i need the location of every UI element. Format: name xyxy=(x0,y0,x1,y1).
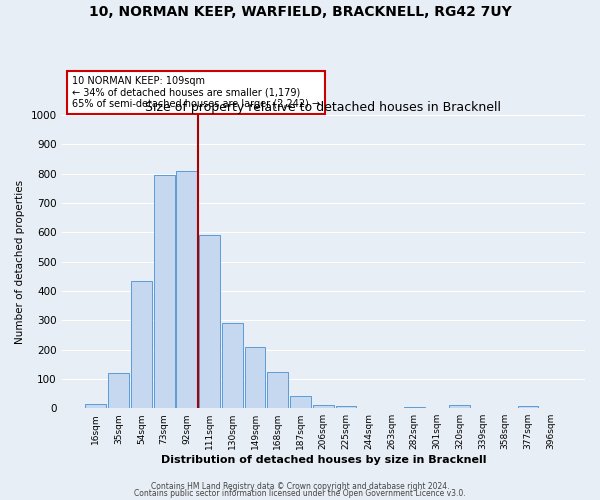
Bar xyxy=(449,406,470,408)
Bar xyxy=(222,323,243,408)
Bar xyxy=(245,346,265,408)
Bar xyxy=(404,406,425,408)
Text: Contains HM Land Registry data © Crown copyright and database right 2024.: Contains HM Land Registry data © Crown c… xyxy=(151,482,449,491)
X-axis label: Distribution of detached houses by size in Bracknell: Distribution of detached houses by size … xyxy=(161,455,486,465)
Y-axis label: Number of detached properties: Number of detached properties xyxy=(15,180,25,344)
Bar xyxy=(268,372,288,408)
Bar xyxy=(85,404,106,408)
Bar xyxy=(176,170,197,408)
Bar xyxy=(199,235,220,408)
Title: Size of property relative to detached houses in Bracknell: Size of property relative to detached ho… xyxy=(145,100,501,114)
Bar xyxy=(335,406,356,408)
Bar xyxy=(290,396,311,408)
Text: 10, NORMAN KEEP, WARFIELD, BRACKNELL, RG42 7UY: 10, NORMAN KEEP, WARFIELD, BRACKNELL, RG… xyxy=(89,5,511,19)
Text: Contains public sector information licensed under the Open Government Licence v3: Contains public sector information licen… xyxy=(134,490,466,498)
Bar xyxy=(108,373,129,408)
Bar xyxy=(518,406,538,408)
Bar xyxy=(154,175,175,408)
Bar xyxy=(313,404,334,408)
Text: 10 NORMAN KEEP: 109sqm
← 34% of detached houses are smaller (1,179)
65% of semi-: 10 NORMAN KEEP: 109sqm ← 34% of detached… xyxy=(72,76,320,109)
Bar xyxy=(131,280,152,408)
